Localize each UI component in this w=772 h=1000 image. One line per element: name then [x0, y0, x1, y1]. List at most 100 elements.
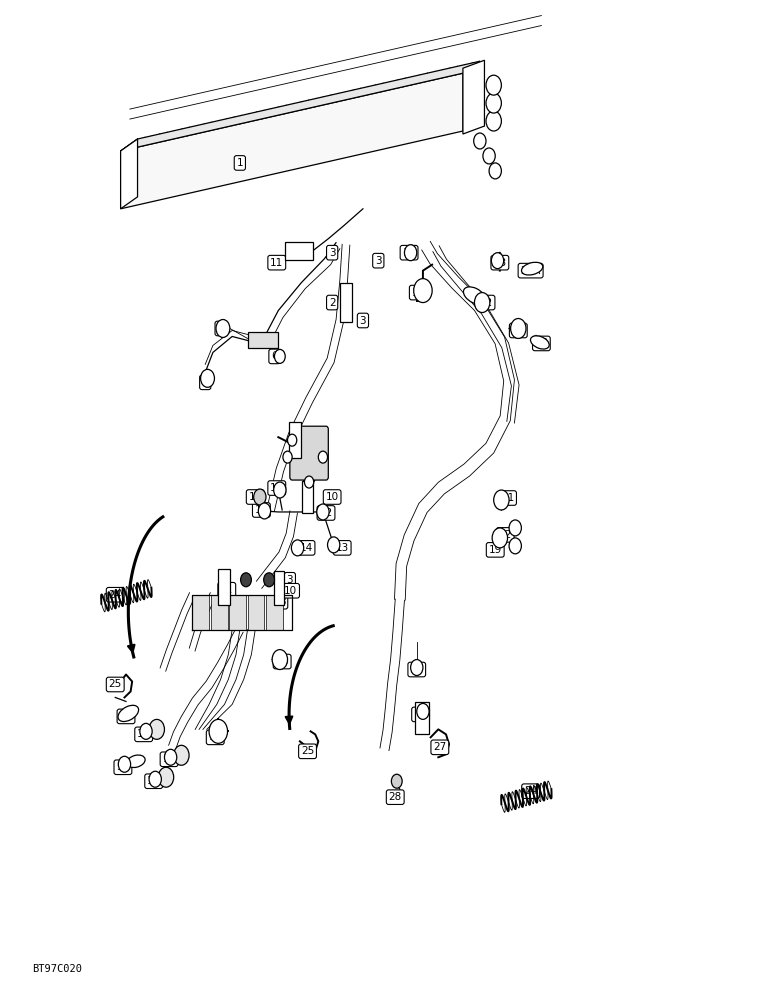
Bar	[266, 595, 283, 630]
Bar	[218, 569, 230, 605]
Text: 5: 5	[202, 377, 208, 387]
Text: 23: 23	[493, 258, 506, 268]
Text: 10: 10	[326, 492, 339, 502]
Text: 12: 12	[320, 508, 333, 518]
Text: 3: 3	[375, 256, 381, 266]
Text: 2: 2	[329, 298, 336, 308]
Polygon shape	[120, 139, 137, 209]
Text: 3: 3	[306, 470, 313, 480]
Bar	[302, 481, 313, 513]
Text: 30: 30	[410, 665, 423, 675]
Bar	[285, 242, 313, 260]
Text: 28: 28	[388, 792, 402, 802]
Text: 29: 29	[414, 709, 427, 719]
Circle shape	[486, 75, 501, 95]
Circle shape	[273, 650, 287, 670]
Text: 1: 1	[236, 158, 243, 168]
Text: 4: 4	[263, 335, 270, 345]
Circle shape	[209, 719, 228, 743]
Circle shape	[140, 723, 152, 739]
Text: 15: 15	[270, 483, 283, 493]
Text: 11: 11	[270, 258, 283, 268]
Text: 18: 18	[120, 711, 133, 721]
Text: 25: 25	[109, 679, 122, 689]
Text: 22: 22	[479, 298, 493, 308]
Circle shape	[254, 489, 266, 505]
Circle shape	[241, 573, 252, 587]
Circle shape	[174, 745, 189, 765]
Ellipse shape	[522, 262, 543, 275]
Text: 21: 21	[512, 325, 525, 335]
Circle shape	[304, 476, 313, 488]
Text: 6: 6	[271, 351, 278, 361]
Text: 2: 2	[298, 435, 305, 445]
Circle shape	[391, 774, 402, 788]
Circle shape	[259, 503, 271, 519]
Text: 9: 9	[313, 453, 320, 463]
Text: 16: 16	[249, 492, 262, 502]
Circle shape	[492, 253, 503, 269]
Text: 19: 19	[147, 776, 161, 786]
Circle shape	[486, 93, 501, 113]
Text: 32: 32	[499, 530, 512, 540]
Circle shape	[411, 660, 423, 676]
Circle shape	[414, 279, 432, 303]
Circle shape	[283, 451, 292, 463]
Circle shape	[405, 245, 417, 261]
Circle shape	[118, 756, 130, 772]
Bar	[248, 595, 265, 630]
Circle shape	[483, 148, 495, 164]
Text: 23A: 23A	[520, 266, 541, 276]
Text: 14: 14	[300, 543, 313, 553]
Circle shape	[201, 369, 215, 387]
Circle shape	[474, 133, 486, 149]
Text: 19: 19	[489, 545, 502, 555]
Text: 24: 24	[524, 786, 537, 796]
Text: 10: 10	[284, 586, 297, 596]
Bar	[211, 595, 228, 630]
Text: 3: 3	[360, 316, 366, 326]
Text: 17: 17	[208, 732, 222, 742]
Text: 8: 8	[217, 323, 224, 333]
Circle shape	[287, 434, 296, 446]
Text: 19: 19	[137, 729, 151, 739]
Circle shape	[327, 537, 340, 553]
Text: 20: 20	[535, 338, 548, 348]
Ellipse shape	[530, 336, 549, 349]
Ellipse shape	[127, 755, 145, 768]
Bar	[340, 283, 352, 322]
Circle shape	[509, 520, 521, 536]
Text: 19: 19	[162, 754, 176, 764]
Circle shape	[164, 749, 177, 765]
Circle shape	[509, 538, 521, 554]
Circle shape	[149, 719, 164, 739]
Circle shape	[158, 767, 174, 787]
Bar	[289, 422, 301, 458]
Circle shape	[264, 573, 275, 587]
Text: BT97C020: BT97C020	[32, 964, 82, 974]
Bar	[192, 595, 209, 630]
Text: 24: 24	[109, 590, 122, 600]
Text: 12: 12	[255, 505, 268, 515]
Circle shape	[475, 293, 490, 313]
Ellipse shape	[118, 705, 139, 722]
Circle shape	[318, 451, 327, 463]
Text: 3: 3	[329, 248, 336, 258]
Circle shape	[493, 528, 507, 548]
Circle shape	[510, 319, 526, 338]
Text: 3: 3	[279, 597, 286, 607]
FancyBboxPatch shape	[290, 426, 328, 480]
Text: 18: 18	[411, 288, 425, 298]
Text: 31: 31	[501, 493, 514, 503]
Bar	[415, 702, 429, 734]
Circle shape	[291, 540, 303, 556]
Circle shape	[493, 490, 509, 510]
Circle shape	[489, 163, 501, 179]
Circle shape	[275, 349, 285, 363]
Circle shape	[486, 111, 501, 131]
Polygon shape	[463, 60, 485, 134]
Text: 19: 19	[402, 248, 415, 258]
Ellipse shape	[463, 287, 486, 304]
Circle shape	[417, 703, 429, 719]
Circle shape	[274, 482, 286, 498]
